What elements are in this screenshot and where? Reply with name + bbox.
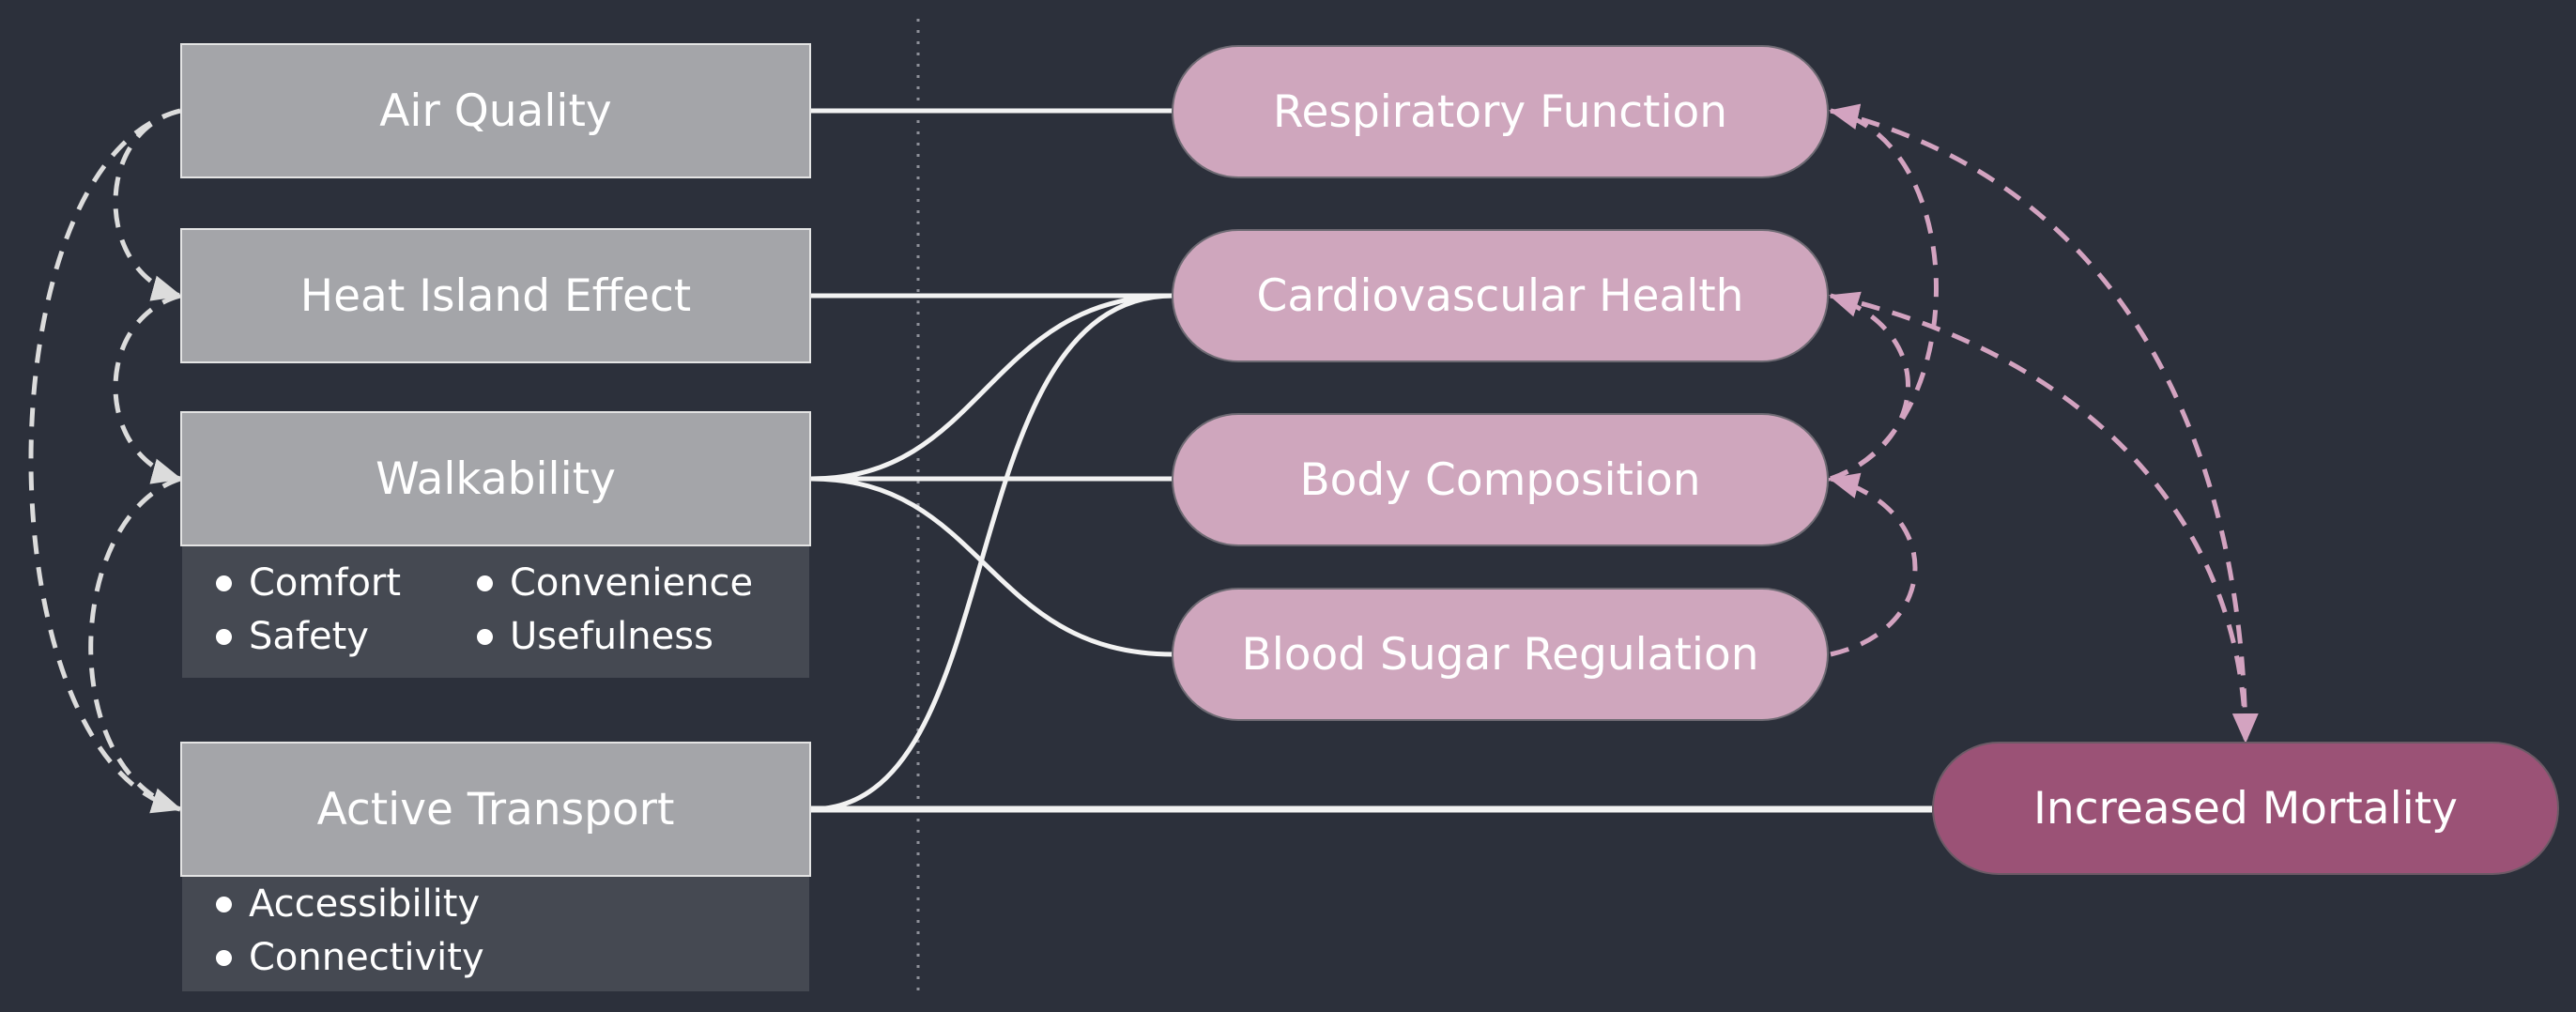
factor-air-quality-label: Air Quality [379, 84, 612, 137]
outcome-blood-sugar-regulation: Blood Sugar Regulation [1172, 588, 1829, 721]
outcome-cardiovascular-health: Cardiovascular Health [1172, 229, 1829, 362]
factor-heat-island: Heat Island Effect [180, 228, 811, 363]
walkability-attribute: Usefulness [477, 615, 713, 658]
outcome-body-composition: Body Composition [1172, 413, 1829, 546]
factor-heat-island-label: Heat Island Effect [299, 269, 692, 322]
outcome-blood-sugar-regulation-label: Blood Sugar Regulation [1241, 628, 1759, 681]
active-transport-attributes-panel: Accessibility Connectivity [182, 877, 809, 991]
bullet-icon [216, 628, 232, 645]
bullet-icon [216, 896, 232, 912]
dashed-link-body-respiratory [1800, 103, 1939, 500]
dashed-link-air-transport [28, 91, 211, 812]
factor-active-transport-label: Active Transport [316, 783, 675, 836]
dashed-link-body-cardiovascular [1829, 291, 1910, 482]
outcome-increased-mortality: Increased Mortality [1932, 742, 2559, 875]
walkability-attribute: Convenience [477, 561, 753, 605]
link-transport-cardiovascular [810, 293, 1174, 812]
link-walkability-cardiovascular [810, 293, 1174, 482]
dashed-link-cardiovascular-mortality [1830, 293, 2248, 743]
bullet-icon [477, 628, 493, 645]
outcome-body-composition-label: Body Composition [1299, 453, 1701, 506]
link-walkability-bloodsugar [810, 476, 1174, 657]
outcome-cardiovascular-health-label: Cardiovascular Health [1256, 269, 1744, 322]
walkability-attributes-panel: Comfort Convenience Safety Usefulness [182, 546, 809, 678]
outcome-respiratory-function: Respiratory Function [1172, 45, 1829, 178]
walkability-attribute: Comfort [216, 561, 401, 605]
bullet-icon [216, 949, 232, 966]
bullet-icon [216, 575, 232, 591]
dashed-link-walkability-transport [88, 476, 182, 814]
bullet-icon [477, 575, 493, 591]
dashed-link-heat-walkability [113, 293, 182, 484]
factor-walkability-label: Walkability [376, 452, 616, 505]
factor-air-quality: Air Quality [180, 43, 811, 178]
active-transport-attribute: Connectivity [216, 936, 484, 979]
walkability-attribute: Safety [216, 615, 369, 658]
dashed-link-respiratory-mortality [1830, 108, 2259, 744]
outcome-increased-mortality-label: Increased Mortality [2033, 782, 2458, 835]
dashed-link-bloodsugar-body [1829, 472, 1918, 657]
outcome-respiratory-function-label: Respiratory Function [1272, 85, 1728, 138]
active-transport-attribute: Accessibility [216, 882, 480, 926]
factor-active-transport: Active Transport [180, 742, 811, 877]
factor-walkability: Walkability [180, 411, 811, 546]
dashed-link-air-heat [113, 91, 211, 301]
